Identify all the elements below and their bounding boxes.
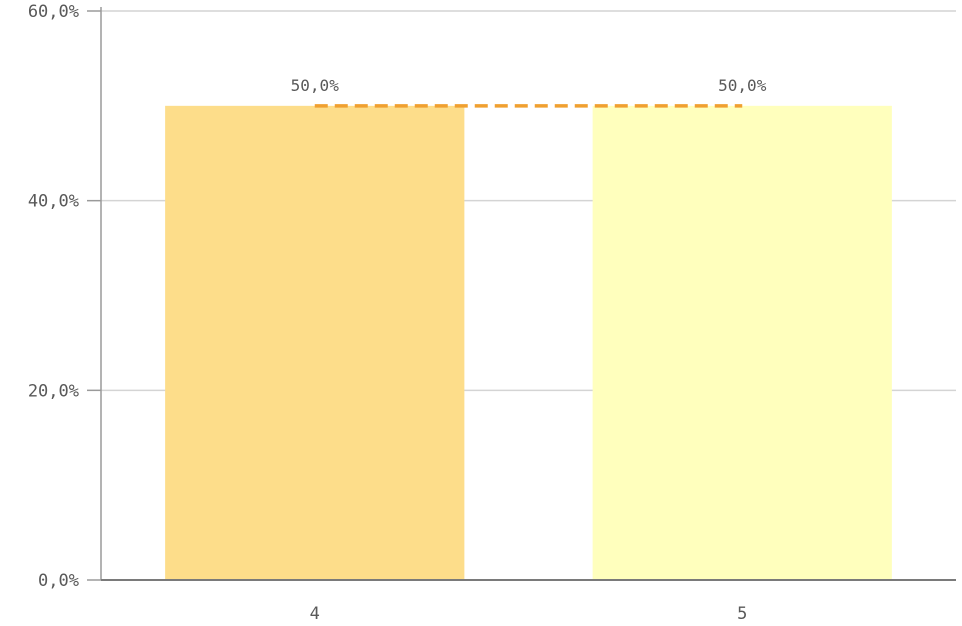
data-label: 50,0% (718, 76, 767, 95)
x-tick-label: 4 (310, 604, 320, 624)
bar-5 (592, 105, 892, 580)
y-tick-label: 60,0% (28, 2, 79, 22)
axes (87, 7, 956, 581)
data-label: 50,0% (291, 76, 340, 95)
y-tick-label: 0,0% (38, 571, 79, 591)
y-tick-label: 20,0% (28, 381, 79, 401)
bars (165, 104, 892, 580)
x-tick-label: 5 (737, 604, 747, 624)
labels: 0,0% 20,0% 40,0% 60,0% 4 50,0% 5 50,0% (28, 2, 767, 624)
bar-4 (165, 105, 465, 580)
y-tick-label: 40,0% (28, 192, 79, 212)
